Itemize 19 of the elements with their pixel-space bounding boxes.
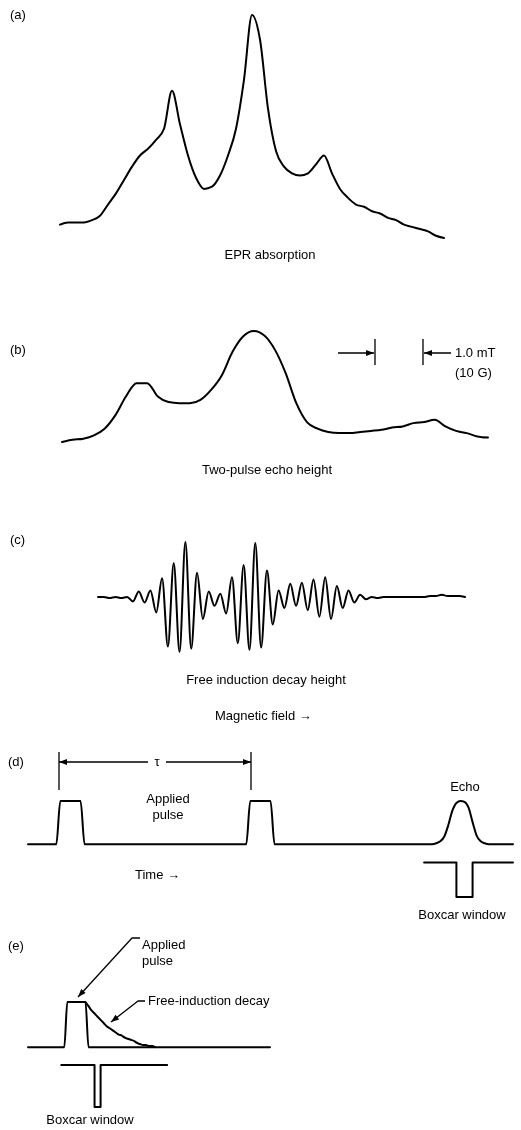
- chart-title: (a): [10, 7, 26, 22]
- annotation: Free-induction decay: [148, 993, 270, 1008]
- text: Magnetic field →: [215, 708, 312, 723]
- x-axis-title: Two-pulse echo height: [201, 462, 333, 477]
- annotation: Applied pulse: [146, 791, 190, 822]
- annotation: 1.0 mT: [455, 345, 496, 360]
- chart-title: (d): [8, 754, 24, 769]
- x-axis-title: EPR absorption: [224, 247, 316, 262]
- text: Applied pulse: [142, 937, 186, 968]
- text: Boxcar window: [418, 907, 507, 922]
- annotation: (10 G): [455, 365, 492, 380]
- chart-title: (c): [10, 532, 26, 547]
- text: (b): [10, 342, 26, 357]
- text: Boxcar window: [46, 1112, 135, 1127]
- text: Echo: [450, 779, 480, 794]
- text: τ: [154, 754, 161, 769]
- chart-title: (e): [8, 938, 24, 953]
- x-axis-title: Free induction decay height: [186, 672, 347, 687]
- annotation: Time →: [135, 867, 181, 882]
